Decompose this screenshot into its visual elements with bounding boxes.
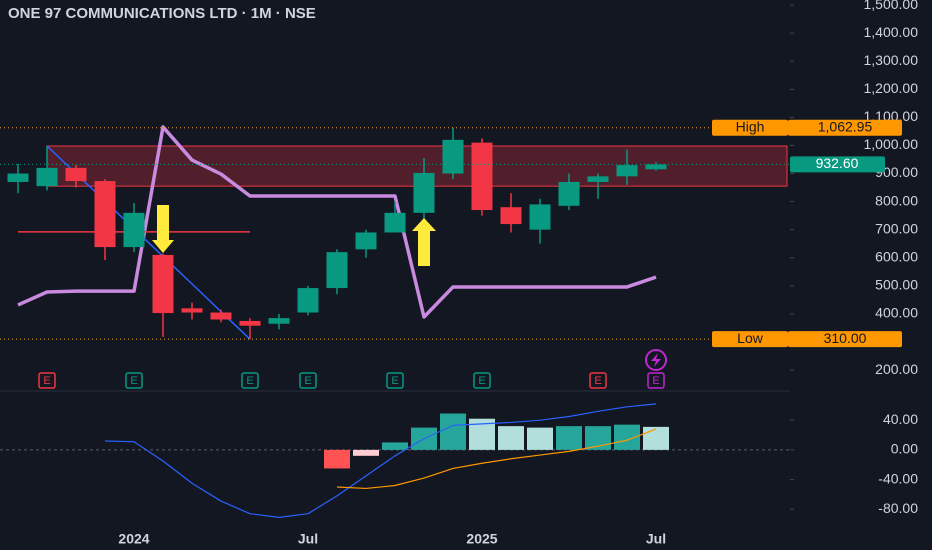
y-tick-label: 600.00 bbox=[875, 248, 918, 264]
level-value: 1,062.95 bbox=[818, 118, 873, 134]
candle-body bbox=[442, 139, 464, 174]
event-label: E bbox=[652, 375, 659, 387]
candle-body bbox=[355, 232, 377, 250]
candle-body bbox=[7, 173, 29, 182]
event-label: E bbox=[246, 375, 253, 387]
event-badge bbox=[647, 372, 665, 389]
event-label: E bbox=[391, 375, 398, 387]
x-tick-label: Jul bbox=[298, 531, 318, 547]
event-label: E bbox=[130, 375, 137, 387]
y-tick-label: 40.00 bbox=[883, 411, 918, 427]
event-label: E bbox=[478, 375, 485, 387]
histogram-bar bbox=[556, 426, 582, 450]
y-tick-label: 800.00 bbox=[875, 192, 918, 208]
y-tick-label: 200.00 bbox=[875, 361, 918, 377]
event-label: E bbox=[43, 375, 50, 387]
y-tick-label: 0.00 bbox=[891, 441, 918, 457]
y-tick-label: 1,500.00 bbox=[864, 0, 919, 12]
candle-body bbox=[645, 164, 667, 170]
level-name-box bbox=[712, 331, 788, 348]
indicator-line bbox=[104, 403, 657, 518]
candle-body bbox=[616, 165, 638, 177]
level-value-box bbox=[788, 331, 902, 348]
y-tick-label: 1,400.00 bbox=[864, 24, 919, 40]
candle-body bbox=[297, 288, 319, 313]
candle-body bbox=[413, 172, 435, 213]
candle-body bbox=[210, 312, 232, 320]
dividend-icon bbox=[645, 349, 667, 371]
indicator-line bbox=[336, 428, 657, 490]
candle-body bbox=[94, 181, 116, 248]
event-badge bbox=[299, 372, 317, 389]
candle-body bbox=[326, 252, 348, 289]
histogram-bar bbox=[353, 449, 379, 456]
candle-body bbox=[181, 308, 203, 313]
histogram-bar bbox=[440, 413, 466, 450]
x-tick-label: 2024 bbox=[118, 531, 149, 547]
candle-body bbox=[471, 142, 493, 211]
level-name: High bbox=[736, 118, 765, 134]
event-badge bbox=[473, 372, 491, 389]
level-name-box bbox=[712, 119, 788, 136]
overlay-line bbox=[17, 125, 657, 319]
candle-body bbox=[152, 254, 174, 314]
up-arrow bbox=[412, 218, 436, 266]
level-value: 310.00 bbox=[824, 330, 867, 346]
y-tick-label: -80.00 bbox=[878, 500, 918, 516]
y-tick-label: 1,300.00 bbox=[864, 52, 919, 68]
histogram-bar bbox=[585, 426, 611, 450]
last-price-box bbox=[790, 156, 885, 173]
level-name: Low bbox=[737, 330, 764, 346]
candle-body bbox=[587, 176, 609, 182]
histogram-bar bbox=[498, 426, 524, 450]
level-value-box bbox=[788, 119, 902, 136]
down-arrow bbox=[152, 205, 174, 253]
dividend-icon-bolt bbox=[651, 353, 661, 367]
y-tick-label: 400.00 bbox=[875, 305, 918, 321]
event-badge bbox=[589, 372, 607, 389]
histogram-bar bbox=[324, 449, 350, 469]
y-tick-label: 900.00 bbox=[875, 164, 918, 180]
y-tick-label: 700.00 bbox=[875, 220, 918, 236]
candle-body bbox=[239, 320, 261, 326]
histogram-bar bbox=[527, 427, 553, 450]
y-tick-label: 1,000.00 bbox=[864, 136, 919, 152]
candle-body bbox=[384, 212, 406, 233]
event-badge bbox=[241, 372, 259, 389]
event-badge bbox=[125, 372, 143, 389]
histogram-bar bbox=[643, 426, 669, 450]
x-tick-label: Jul bbox=[646, 531, 666, 547]
candle-body bbox=[529, 204, 551, 230]
histogram-bar bbox=[382, 442, 408, 450]
candle-body bbox=[558, 181, 580, 206]
x-tick-label: 2025 bbox=[466, 531, 497, 547]
last-price-label: 932.60 bbox=[816, 155, 859, 171]
candle-body bbox=[36, 167, 58, 187]
event-badge bbox=[386, 372, 404, 389]
y-tick-label: 1,200.00 bbox=[864, 80, 919, 96]
candle-body bbox=[123, 212, 145, 248]
event-label: E bbox=[594, 375, 601, 387]
y-tick-label: 500.00 bbox=[875, 277, 918, 293]
candle-body bbox=[500, 207, 522, 225]
y-tick-label: -40.00 bbox=[878, 470, 918, 486]
candle-body bbox=[65, 167, 87, 182]
chart-title: ONE 97 COMMUNICATIONS LTD · 1M · NSE bbox=[8, 5, 316, 22]
event-label: E bbox=[304, 375, 311, 387]
event-badge bbox=[38, 372, 56, 389]
candle-body bbox=[268, 318, 290, 324]
